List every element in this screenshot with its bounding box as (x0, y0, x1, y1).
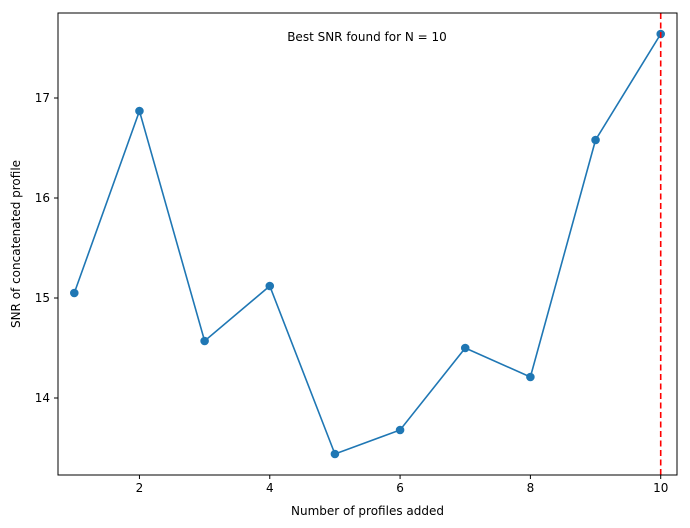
x-tick-label: 4 (266, 481, 274, 495)
data-point (591, 135, 600, 145)
x-tick-label: 10 (653, 481, 668, 495)
plot-area (69, 13, 666, 475)
data-point (330, 449, 340, 459)
series-line (73, 33, 662, 456)
x-axis-label: Number of profiles added (291, 504, 444, 518)
y-tick-label: 14 (35, 391, 50, 405)
y-tick-label: 15 (35, 291, 50, 305)
data-point (526, 372, 535, 382)
data-point (200, 336, 209, 346)
x-tick-label: 6 (396, 481, 404, 495)
data-point (395, 425, 405, 435)
y-tick-label: 17 (35, 91, 50, 105)
data-point (135, 106, 144, 116)
x-axis: 2 4 6 8 10 (136, 475, 668, 495)
chart-annotation: Best SNR found for N = 10 (287, 30, 447, 44)
y-axis-label: SNR of concatenated profile (9, 160, 23, 328)
data-point (69, 288, 79, 298)
data-point (265, 281, 275, 291)
y-tick-label: 16 (35, 191, 50, 205)
x-tick-label: 8 (527, 481, 535, 495)
axes-frame (57, 12, 678, 476)
data-point (460, 343, 470, 353)
y-axis: 14 15 16 17 (35, 91, 58, 405)
x-tick-label: 2 (136, 481, 144, 495)
